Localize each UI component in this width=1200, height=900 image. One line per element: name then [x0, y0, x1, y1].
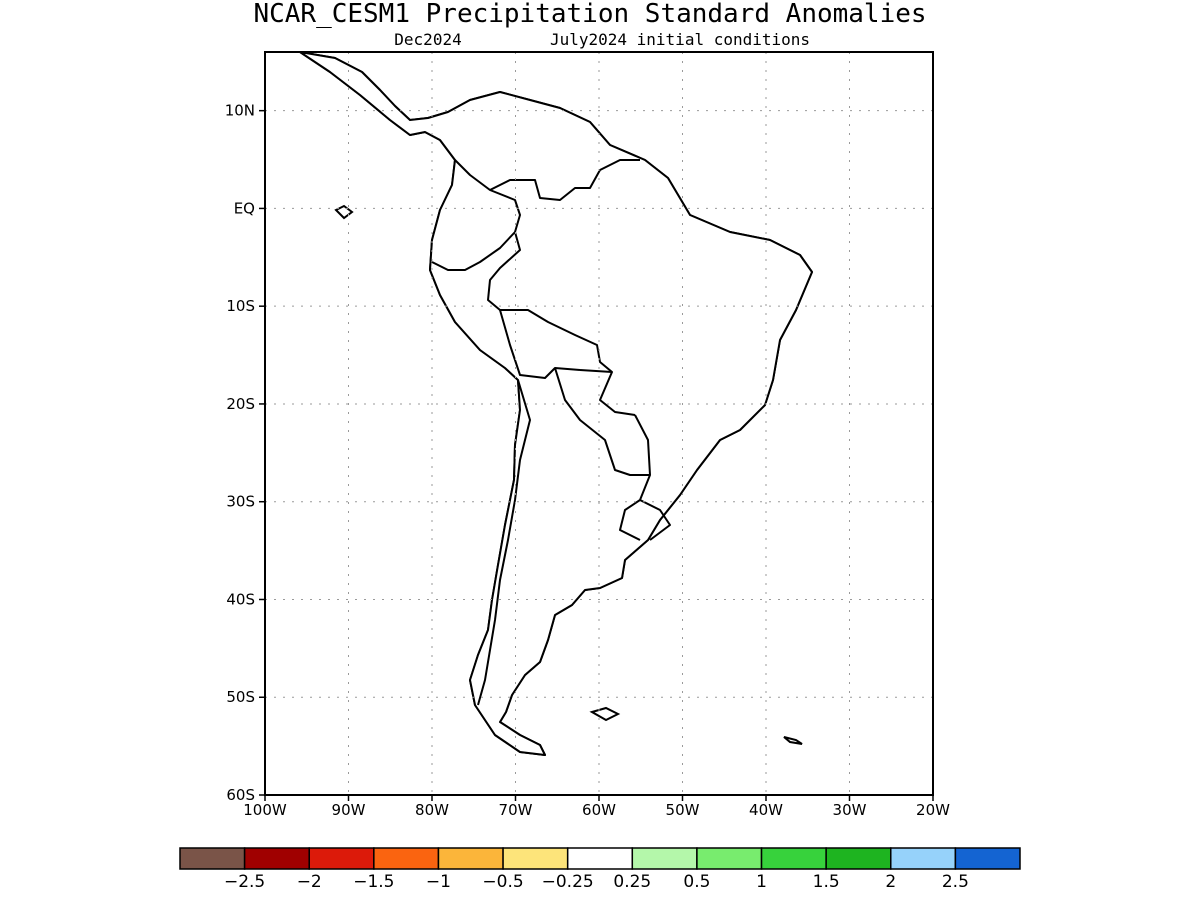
- map-subtitle-init: July2024 initial conditions: [550, 30, 810, 49]
- colorbar-swatch: [437, 847, 504, 870]
- colorbar-label: 2: [885, 872, 896, 892]
- lon-tick-label: 50W: [666, 801, 700, 819]
- axis-ticks: 100W 90W 80W 70W 60W 50W 40W 30W 20W 10N EQ 10S 20S 3…: [225, 102, 950, 819]
- colorbar: −2.5 −2 −1.5 −1 −0.5 −0.25 0.25 0.5 1 1.5 2 2.5: [179, 847, 1021, 892]
- south-georgia-island: [783, 736, 803, 745]
- colorbar-swatch: [631, 847, 698, 870]
- lon-tick-label: 60W: [582, 801, 616, 819]
- map-subtitle-date: Dec2024: [394, 30, 461, 49]
- colorbar-swatch: [566, 847, 634, 870]
- plot-area: [265, 52, 933, 795]
- colorbar-label: 2.5: [942, 872, 969, 892]
- lon-tick-label: 20W: [916, 801, 950, 819]
- colorbar-swatch: [308, 847, 375, 870]
- colorbar-label: 1: [756, 872, 767, 892]
- plot-frame: [264, 51, 934, 796]
- country-borders: [431, 159, 671, 706]
- lat-tick-label: 50S: [226, 688, 255, 706]
- colorbar-swatch: [179, 847, 246, 870]
- lat-tick-label: EQ: [234, 199, 255, 217]
- colorbar-swatch: [890, 847, 957, 870]
- lon-tick-label: 40W: [749, 801, 783, 819]
- colorbar-label: 0.25: [613, 872, 651, 892]
- colorbar-swatch: [696, 847, 763, 870]
- colorbar-swatch: [760, 847, 827, 870]
- colorbar-label: 0.5: [683, 872, 710, 892]
- colorbar-label: −0.5: [482, 872, 523, 892]
- lon-tick-label: 80W: [415, 801, 449, 819]
- graticule: [265, 52, 933, 795]
- colorbar-swatch: [502, 847, 569, 870]
- lat-tick-label: 10S: [226, 297, 255, 315]
- colorbar-label: −2.5: [224, 872, 265, 892]
- map-title: NCAR_CESM1 Precipitation Standard Anomal…: [253, 0, 926, 29]
- colorbar-swatch: [954, 847, 1021, 870]
- colorbar-swatch: [243, 847, 310, 870]
- lat-tick-label: 10N: [225, 102, 255, 120]
- colorbar-swatch: [373, 847, 440, 870]
- colorbar-label: −2: [297, 872, 322, 892]
- colorbar-label: −0.25: [542, 872, 594, 892]
- lat-tick-label: 20S: [226, 395, 255, 413]
- lon-tick-label: 100W: [243, 801, 287, 819]
- colorbar-label: −1: [426, 872, 451, 892]
- lon-tick-label: 90W: [332, 801, 366, 819]
- lat-tick-label: 40S: [226, 590, 255, 608]
- colorbar-label: −1.5: [353, 872, 394, 892]
- lon-tick-label: 70W: [499, 801, 533, 819]
- lat-tick-label: 30S: [226, 493, 255, 511]
- lon-tick-label: 30W: [833, 801, 867, 819]
- colorbar-swatch: [825, 847, 892, 870]
- lat-tick-label: 60S: [226, 786, 255, 804]
- colorbar-label: 1.5: [813, 872, 840, 892]
